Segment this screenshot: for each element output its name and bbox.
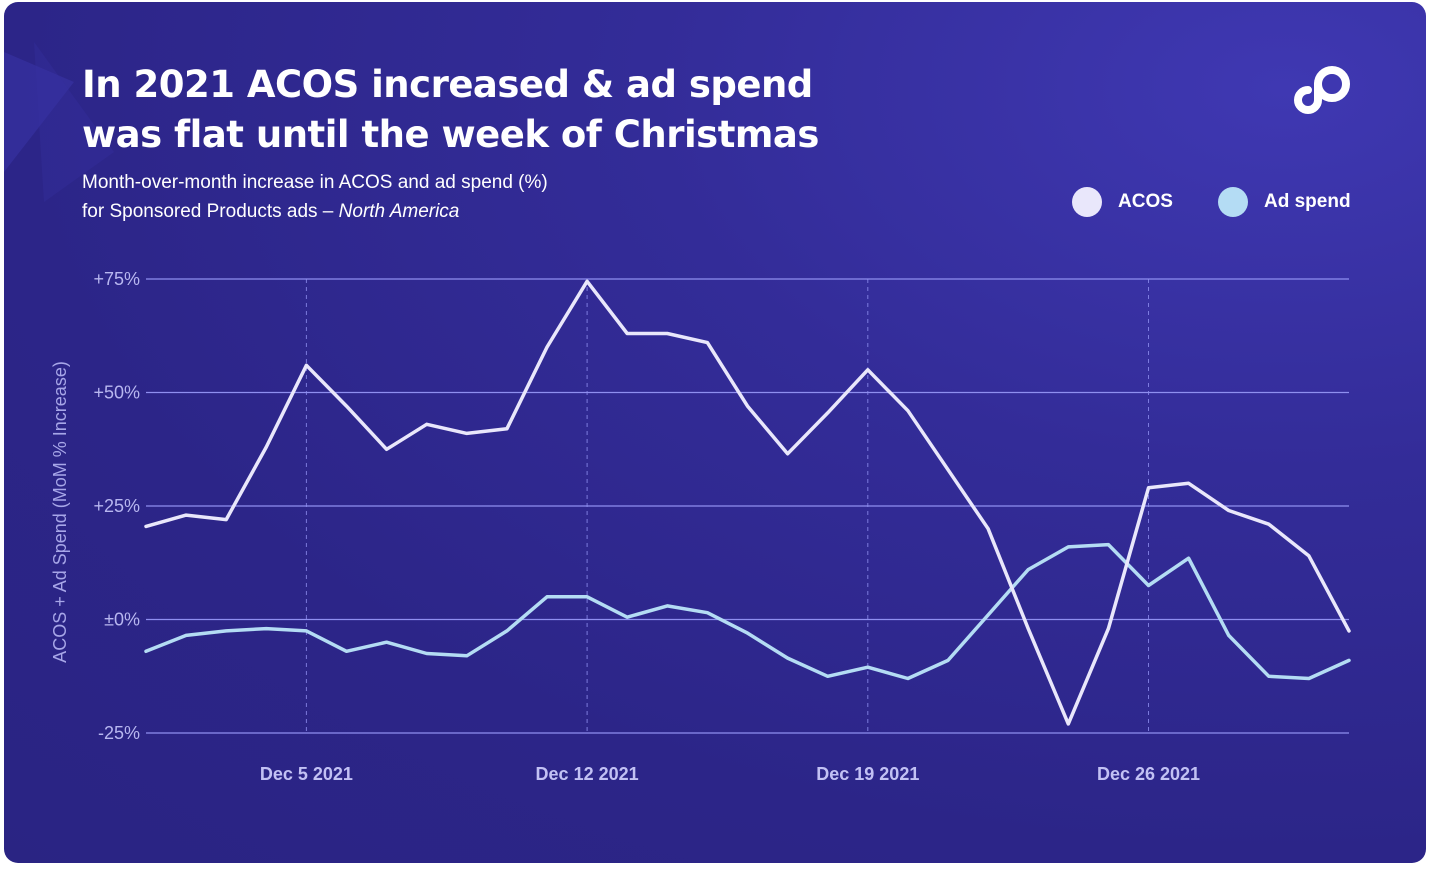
chart-title-line-1: In 2021 ACOS increased & ad spend <box>82 63 813 106</box>
series-line-ad-spend <box>144 542 1351 681</box>
subtitle-line-1: Month-over-month increase in ACOS and ad… <box>82 172 548 193</box>
legend-swatch-acos <box>1072 187 1102 217</box>
series-line-acos <box>144 279 1351 726</box>
legend-swatch-ad-spend <box>1218 187 1248 217</box>
subtitle-region: North America <box>338 201 460 222</box>
chart-title-line-2: was flat until the week of Christmas <box>82 113 819 156</box>
chart-title: In 2021 ACOS increased & ad spend was fl… <box>82 60 819 160</box>
y-tick-label: +75% <box>93 269 140 289</box>
x-tick-label: Dec 12 2021 <box>536 764 639 784</box>
subtitle-line-2-prefix: for Sponsored Products ads – <box>82 201 339 222</box>
x-tick-label: Dec 5 2021 <box>260 764 353 784</box>
axis-ticks: +75% +50% +25% ±0% -25% Dec 5 2021 Dec 12 2021… <box>93 269 1200 784</box>
x-tick-label: Dec 19 2021 <box>816 764 919 784</box>
chart-lines <box>144 279 1351 726</box>
y-axis-label: ACOS + Ad Spend (MoM % Increase) <box>50 361 70 663</box>
chart-card: In 2021 ACOS increased & ad spend was fl… <box>4 2 1426 863</box>
decorative-shape <box>4 42 114 202</box>
subtitle-line-2: for Sponsored Products ads – North Ameri… <box>82 197 548 226</box>
y-tick-label: +25% <box>93 496 140 516</box>
legend-item-ad-spend: Ad spend <box>1218 187 1351 217</box>
legend-label-ad-spend: Ad spend <box>1264 191 1351 212</box>
chart-grid <box>146 278 1349 734</box>
legend-item-acos: ACOS <box>1072 187 1173 217</box>
x-tick-label: Dec 26 2021 <box>1097 764 1200 784</box>
y-tick-label: +50% <box>93 383 140 403</box>
brand-logo-icon <box>1294 66 1350 114</box>
y-tick-label: ±0% <box>104 610 140 630</box>
line-chart: ACOS + Ad Spend (MoM % Increase) +75% +50… <box>50 269 1351 784</box>
y-tick-label: -25% <box>98 723 140 743</box>
legend-label-acos: ACOS <box>1118 191 1173 212</box>
chart-subtitle: Month-over-month increase in ACOS and ad… <box>82 168 548 226</box>
